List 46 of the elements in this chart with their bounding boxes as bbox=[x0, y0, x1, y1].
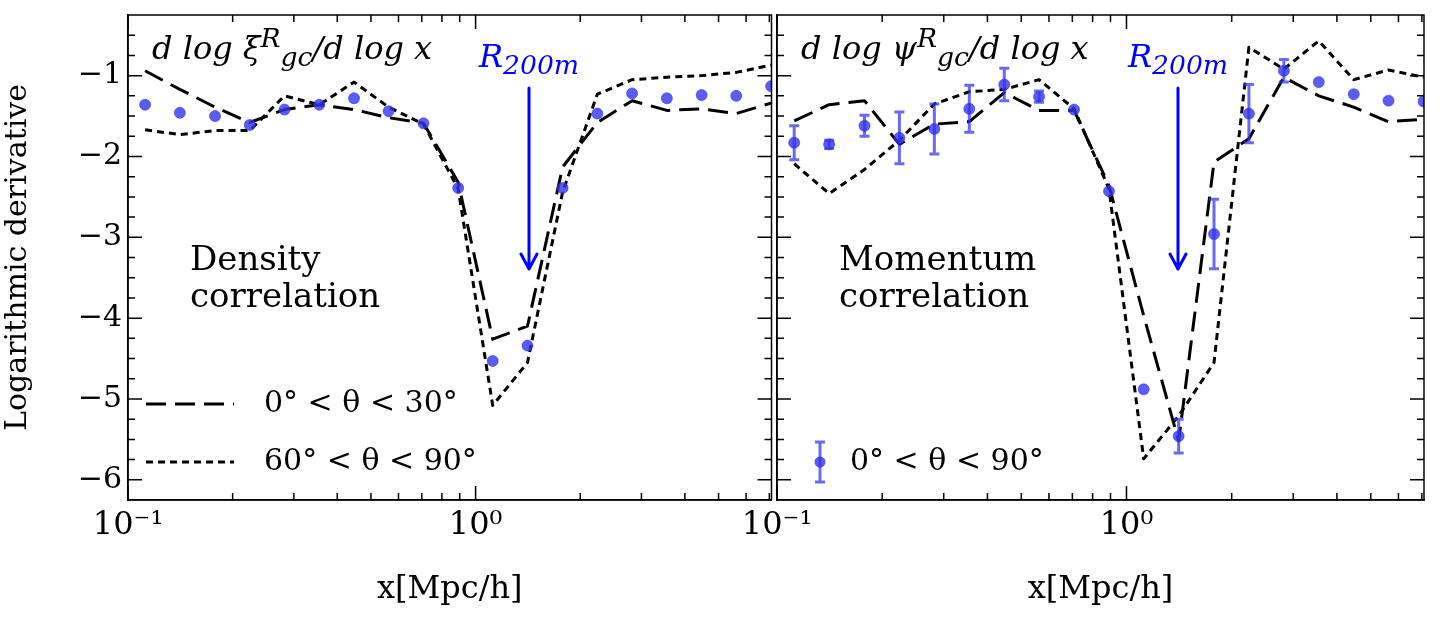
point bbox=[243, 118, 256, 131]
point bbox=[1068, 103, 1081, 116]
point bbox=[382, 105, 395, 118]
x-tick-label: 10⁻¹ bbox=[92, 503, 164, 542]
point bbox=[348, 92, 361, 105]
y-tick-label: −5 bbox=[77, 378, 122, 414]
x-axis-title: x[Mpc/h] bbox=[376, 568, 523, 607]
annotation: R$_{200m}$ bbox=[1126, 37, 1230, 81]
point bbox=[521, 339, 534, 352]
legend-label: 0° < θ < 90° bbox=[850, 441, 1044, 477]
point bbox=[1347, 88, 1360, 101]
annotation: Momentum correlation bbox=[839, 238, 1038, 316]
y-axis-title: Logarithmic derivative bbox=[0, 84, 33, 431]
point bbox=[695, 89, 708, 102]
point bbox=[278, 103, 291, 116]
point bbox=[626, 87, 639, 100]
point bbox=[1382, 94, 1395, 107]
y-tick-label: −3 bbox=[77, 217, 122, 253]
point bbox=[1312, 76, 1325, 89]
legend-label: 60° < θ < 90° bbox=[264, 441, 477, 477]
point bbox=[1102, 185, 1115, 198]
point bbox=[417, 117, 430, 130]
point bbox=[660, 92, 673, 105]
point bbox=[209, 110, 222, 123]
annotation: R$_{200m}$ bbox=[477, 37, 581, 81]
legend-label: 0° < θ < 30° bbox=[264, 383, 458, 419]
point bbox=[173, 106, 186, 119]
x-tick-label: 10⁰ bbox=[448, 503, 503, 542]
y-tick-label: −1 bbox=[77, 55, 122, 91]
point bbox=[556, 181, 569, 194]
annotation: Density correlation bbox=[190, 238, 382, 316]
point bbox=[486, 354, 499, 367]
annotation: d log ψ$^{R}$$_{gc}$/d log x bbox=[801, 22, 1089, 73]
y-tick-label: −4 bbox=[77, 297, 122, 333]
point bbox=[1137, 383, 1150, 396]
point bbox=[452, 181, 465, 194]
point bbox=[591, 107, 604, 120]
point bbox=[313, 98, 326, 111]
x-tick-label: 10⁻¹ bbox=[741, 503, 813, 542]
annotation: d log ξ$^{R}$$_{gc}$/d log x bbox=[152, 22, 433, 73]
point bbox=[730, 89, 743, 102]
x-axis-title: x[Mpc/h] bbox=[1027, 568, 1174, 607]
y-tick-label: −2 bbox=[77, 136, 122, 172]
point bbox=[139, 98, 152, 111]
y-tick-label: −6 bbox=[77, 459, 122, 495]
x-tick-label: 10⁰ bbox=[1099, 503, 1154, 542]
